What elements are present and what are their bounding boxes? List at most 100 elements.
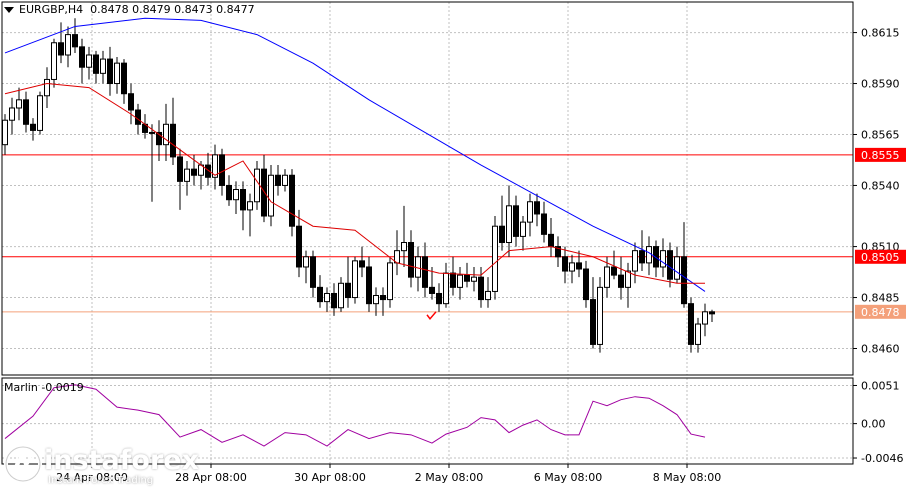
marlin-line bbox=[4, 384, 706, 447]
bear-candle bbox=[226, 184, 232, 201]
bull-candle bbox=[625, 270, 631, 288]
bull-candle bbox=[51, 42, 57, 80]
bull-candle bbox=[37, 95, 43, 131]
bull-candle bbox=[352, 260, 358, 299]
x-tick-label: 30 Apr 08:00 bbox=[294, 471, 366, 484]
bull-candle bbox=[114, 62, 120, 85]
candlesticks bbox=[2, 18, 715, 353]
level-price-tag bbox=[855, 147, 906, 162]
horizontal-levels[interactable] bbox=[2, 154, 853, 313]
price-axis: 0.86150.85900.85650.85400.85100.84850.84… bbox=[853, 27, 900, 356]
bull-candle bbox=[632, 250, 638, 272]
indicator-tick-label: 0.00 bbox=[861, 418, 886, 431]
bull-candle bbox=[415, 256, 421, 278]
bull-candle bbox=[86, 54, 92, 68]
bear-candle bbox=[408, 242, 414, 278]
bear-candle bbox=[611, 266, 617, 276]
bull-candle bbox=[16, 99, 22, 109]
level-price-tag-label: 0.8555 bbox=[861, 149, 900, 162]
bull-candle bbox=[233, 189, 239, 201]
bear-candle bbox=[590, 299, 596, 345]
chevron-down-icon[interactable] bbox=[4, 7, 14, 13]
price-pane-frame bbox=[1, 1, 854, 376]
price-tags: 0.8555 0.8505 0.8478 bbox=[855, 147, 906, 319]
bear-candle bbox=[667, 250, 673, 280]
level-price-tag-label: 0.8505 bbox=[861, 251, 900, 264]
y-tick-label: 0.8615 bbox=[861, 27, 900, 40]
bull-candle bbox=[646, 246, 652, 264]
bear-candle bbox=[128, 93, 134, 111]
pane-frames bbox=[1, 1, 854, 465]
x-tick-label: 6 May 08:00 bbox=[534, 471, 602, 484]
signal-arrow-icon bbox=[426, 311, 437, 321]
bull-candle bbox=[702, 311, 708, 325]
y-tick-label: 0.8485 bbox=[861, 292, 900, 305]
time-axis: 24 Apr 08:00 28 Apr 08:00 30 Apr 08:00 2 Ma… bbox=[56, 464, 721, 484]
bear-candle bbox=[478, 276, 484, 301]
bear-candle bbox=[261, 168, 267, 217]
bear-candle bbox=[639, 250, 645, 264]
bear-candle bbox=[275, 174, 281, 186]
bull-candle bbox=[660, 250, 666, 268]
bear-candle bbox=[429, 286, 435, 294]
current-price-tag bbox=[855, 304, 906, 319]
bear-candle bbox=[548, 233, 554, 248]
bull-candle bbox=[212, 154, 218, 178]
bear-candle bbox=[464, 274, 470, 282]
x-tick-label: 2 May 08:00 bbox=[415, 471, 483, 484]
marlin-oscillator bbox=[4, 384, 706, 447]
bull-candle bbox=[303, 256, 309, 268]
symbol-timeframe: EURGBP,H4 bbox=[19, 3, 84, 16]
indicator-axis: 0.0051 0.00 -0.0046 bbox=[853, 379, 903, 465]
bear-candle bbox=[317, 286, 323, 303]
bear-candle bbox=[541, 213, 547, 235]
bear-candle bbox=[499, 225, 505, 244]
bear-candle bbox=[135, 109, 141, 125]
bear-candle bbox=[23, 99, 29, 125]
bull-candle bbox=[492, 225, 498, 292]
bull-candle bbox=[163, 123, 169, 146]
watermark-logo: instaforex Instant Forex Trading bbox=[4, 444, 199, 488]
bear-candle bbox=[709, 311, 715, 315]
instaforex-icon bbox=[4, 445, 42, 483]
level-price-tag bbox=[855, 249, 906, 264]
indicator-grid bbox=[2, 378, 853, 464]
bull-candle bbox=[471, 276, 477, 282]
bear-candle bbox=[296, 225, 302, 268]
bull-candle bbox=[674, 256, 680, 280]
bear-candle bbox=[681, 256, 687, 305]
bear-candle bbox=[513, 205, 519, 237]
bull-candle bbox=[65, 34, 71, 56]
bear-candle bbox=[688, 303, 694, 345]
bull-candle bbox=[569, 262, 575, 272]
indicator-pane-frame bbox=[1, 377, 854, 465]
bear-candle bbox=[72, 34, 78, 48]
bear-candle bbox=[177, 156, 183, 182]
bull-candle bbox=[268, 174, 274, 217]
chart-header[interactable]: EURGBP,H4 0.8478 0.8479 0.8473 0.8477 bbox=[4, 3, 255, 16]
bear-candle bbox=[450, 272, 456, 288]
bear-candle bbox=[219, 154, 225, 186]
bear-candle bbox=[618, 274, 624, 288]
bear-candle bbox=[576, 262, 582, 270]
bull-candle bbox=[401, 242, 407, 252]
bear-candle bbox=[534, 201, 540, 215]
x-tick-label: 8 May 08:00 bbox=[653, 471, 721, 484]
watermark-tagline: Instant Forex Trading bbox=[48, 475, 154, 486]
bull-candle bbox=[387, 262, 393, 301]
bull-candle bbox=[9, 107, 15, 121]
bull-candle bbox=[485, 290, 491, 301]
y-tick-label: 0.8565 bbox=[861, 128, 900, 141]
bull-candle bbox=[695, 323, 701, 345]
bear-candle bbox=[359, 260, 365, 268]
bear-candle bbox=[121, 62, 127, 95]
bull-candle bbox=[457, 274, 463, 288]
y-tick-label: 0.8460 bbox=[861, 343, 900, 356]
bear-candle bbox=[58, 42, 64, 56]
bear-candle bbox=[331, 292, 337, 309]
bear-candle bbox=[156, 131, 162, 146]
bear-candle bbox=[79, 46, 85, 68]
bear-candle bbox=[107, 58, 113, 85]
bull-candle bbox=[324, 292, 330, 303]
